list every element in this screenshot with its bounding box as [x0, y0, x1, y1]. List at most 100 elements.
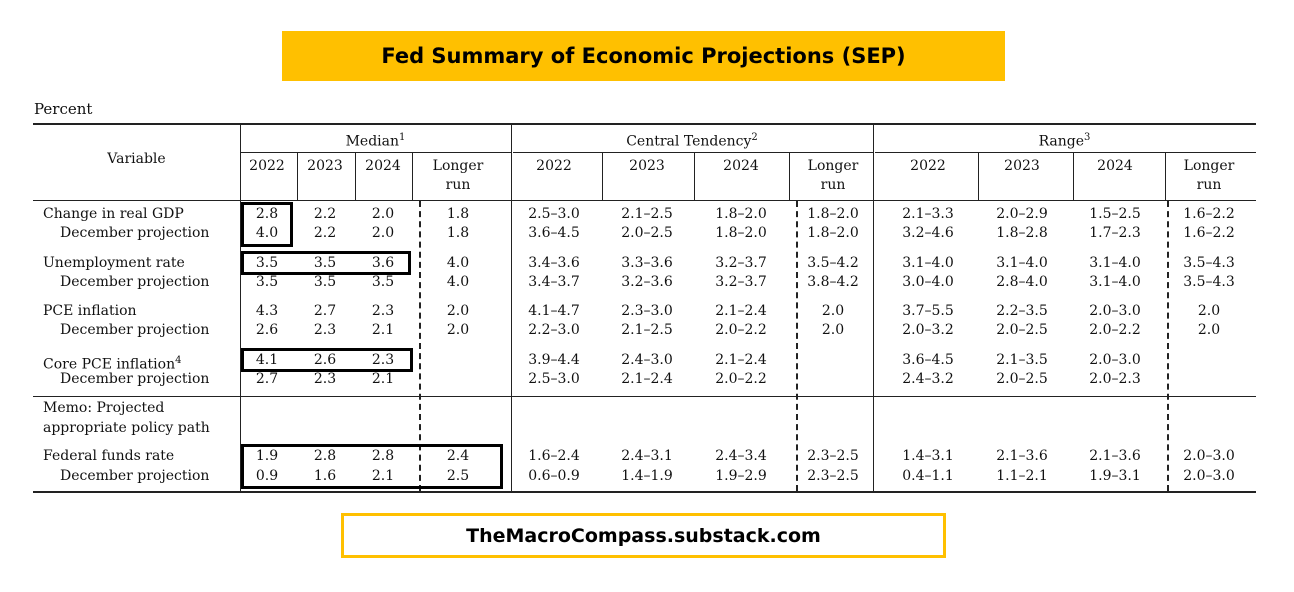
central-tendency-value: 2.4–3.0 [621, 352, 673, 368]
median-value: 2.5 [446, 468, 470, 484]
median-value: 2.8 [255, 206, 279, 222]
range-value: 2.0–2.3 [1089, 371, 1141, 387]
median-value: 3.5 [313, 255, 337, 271]
median-header-label: Median [345, 133, 400, 150]
range-value: 3.1–4.0 [996, 255, 1048, 271]
central-tendency-value: 2.1–2.4 [715, 303, 767, 319]
range-header-label: Range [1038, 133, 1085, 150]
median-value: 2.0 [371, 225, 395, 241]
central-tendency-header-label: Central Tendency [626, 133, 752, 150]
range-value: 2.4–3.2 [902, 371, 954, 387]
central-tendency-header: Central Tendency2 [511, 128, 873, 152]
median-value: 2.0 [446, 322, 470, 338]
central-tendency-value: 2.1–2.5 [621, 322, 673, 338]
central-tendency-value: 2.0–2.2 [715, 371, 767, 387]
median-value: 2.8 [313, 448, 337, 464]
range-value: 3.6–4.5 [902, 352, 954, 368]
median-value: 2.3 [313, 322, 337, 338]
median-value: 2.1 [371, 371, 395, 387]
variable-header: Variable [107, 151, 166, 167]
row-label: Unemployment rate [43, 255, 185, 271]
median-value: 2.6 [255, 322, 279, 338]
central-left-divider [511, 123, 512, 491]
title-banner: Fed Summary of Economic Projections (SEP… [282, 31, 1005, 81]
range-value: 2.0–2.2 [1089, 322, 1141, 338]
central-year-divider [602, 152, 603, 200]
median-value: 0.9 [255, 468, 279, 484]
range-value: 2.1–3.6 [1089, 448, 1141, 464]
page-title: Fed Summary of Economic Projections (SEP… [381, 44, 906, 68]
median-group-rule [240, 152, 511, 153]
central-tendency-value: 3.2–3.7 [715, 255, 767, 271]
median-left-divider [240, 123, 241, 491]
central-tendency-value: 3.4–3.6 [528, 255, 580, 271]
median-value: 3.5 [313, 274, 337, 290]
central-tendency-value: 2.0 [821, 303, 845, 319]
central-tendency-value: 1.4–1.9 [621, 468, 673, 484]
memo-label: appropriate policy path [43, 420, 210, 436]
range-value: 1.1–2.1 [996, 468, 1048, 484]
median-value: 2.6 [313, 352, 337, 368]
central-tendency-value: 2.4–3.4 [715, 448, 767, 464]
median-value: 4.0 [255, 225, 279, 241]
range-value: 2.1–3.6 [996, 448, 1048, 464]
median-value: 2.0 [446, 303, 470, 319]
range-value: 3.5–4.3 [1183, 274, 1235, 290]
range-value: 2.0–2.5 [996, 371, 1048, 387]
memo-top-rule [33, 396, 1256, 397]
row-label: PCE inflation [43, 303, 137, 319]
range-value: 1.8–2.8 [996, 225, 1048, 241]
longer-run-header: Longer [807, 158, 859, 174]
median-value: 3.5 [255, 274, 279, 290]
median-value: 4.0 [446, 255, 470, 271]
central-tendency-value: 3.4–3.7 [528, 274, 580, 290]
range-value: 0.4–1.1 [902, 468, 954, 484]
range-group-rule [875, 152, 1256, 153]
median-year-divider [355, 152, 356, 200]
row-sublabel: December projection [60, 468, 210, 484]
central-tendency-value: 2.5–3.0 [528, 371, 580, 387]
central-tendency-value: 3.3–3.6 [621, 255, 673, 271]
range-value: 2.2–3.5 [996, 303, 1048, 319]
footer-link[interactable]: TheMacroCompass.substack.com [466, 524, 821, 547]
central-tendency-value: 3.2–3.7 [715, 274, 767, 290]
central-tendency-value: 2.1–2.5 [621, 206, 673, 222]
central-tendency-value: 2.3–3.0 [621, 303, 673, 319]
median-value: 2.3 [371, 352, 395, 368]
central-tendency-value: 3.6–4.5 [528, 225, 580, 241]
central-tendency-value: 3.9–4.4 [528, 352, 580, 368]
central-tendency-value: 3.8–4.2 [807, 274, 859, 290]
median-value: 2.2 [313, 225, 337, 241]
longer-run-header: Longer [1183, 158, 1235, 174]
range-year-divider [978, 152, 979, 200]
sep-table: Median1 Central Tendency2 Range3 Variable 20… [33, 123, 1256, 493]
year-header: 2024 [365, 158, 401, 174]
highlight-box-fed-funds [241, 444, 503, 489]
range-value: 2.1–3.3 [902, 206, 954, 222]
range-year-divider [1073, 152, 1074, 200]
median-year-divider [412, 152, 413, 200]
central-tendency-value: 2.4–3.1 [621, 448, 673, 464]
highlight-box-core-pce [241, 348, 413, 372]
central-tendency-value: 1.8–2.0 [715, 225, 767, 241]
range-value: 3.7–5.5 [902, 303, 954, 319]
median-value: 1.8 [446, 206, 470, 222]
year-header: 2024 [1097, 158, 1133, 174]
range-value: 1.4–3.1 [902, 448, 954, 464]
range-value: 1.7–2.3 [1089, 225, 1141, 241]
median-value: 3.5 [255, 255, 279, 271]
range-value: 1.9–3.1 [1089, 468, 1141, 484]
range-value: 2.0–2.9 [996, 206, 1048, 222]
range-value: 3.0–4.0 [902, 274, 954, 290]
median-year-divider [297, 152, 298, 200]
central-tendency-value: 2.0–2.5 [621, 225, 673, 241]
central-tendency-value: 2.3–2.5 [807, 448, 859, 464]
median-value: 2.2 [313, 206, 337, 222]
footnote-marker: 3 [1084, 132, 1091, 143]
year-header: 2024 [723, 158, 759, 174]
central-tendency-value: 1.6–2.4 [528, 448, 580, 464]
central-tendency-value: 2.3–2.5 [807, 468, 859, 484]
central-tendency-value: 1.8–2.0 [807, 206, 859, 222]
central-tendency-value: 2.2–3.0 [528, 322, 580, 338]
central-tendency-value: 2.1–2.4 [715, 352, 767, 368]
